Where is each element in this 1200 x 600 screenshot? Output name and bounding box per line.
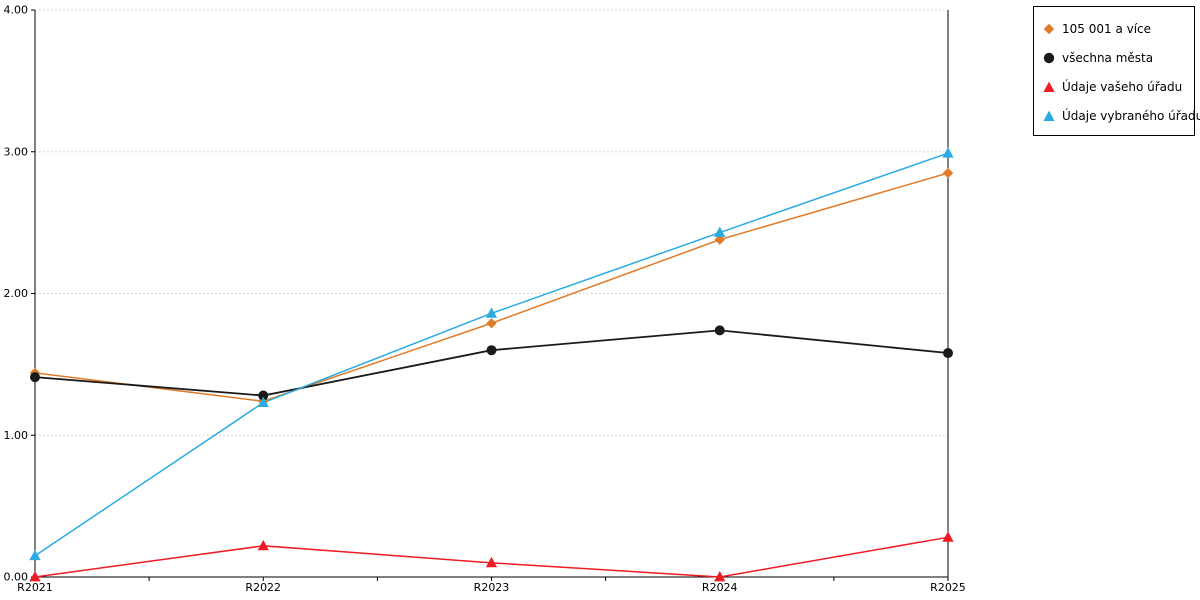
- data-point-triangle: [257, 539, 269, 551]
- data-point-triangle: [714, 571, 726, 582]
- legend-item-udaje-vybraneho-uradu: Údaje vybraného úřadu: [1043, 101, 1200, 130]
- legend-label: 105 001 a více: [1062, 21, 1152, 36]
- data-point-circle: [943, 348, 953, 359]
- data-point-diamond: [942, 167, 954, 179]
- data-point-diamond: [486, 318, 497, 329]
- legend-label: Údaje vašeho úřadu: [1062, 79, 1183, 94]
- data-point-circle: [714, 325, 725, 336]
- x-tick-label: R2023: [474, 581, 510, 594]
- series-line: [34, 329, 949, 397]
- y-tick-label: 1.00: [4, 429, 29, 442]
- series-line: [34, 172, 949, 402]
- data-point-triangle: [942, 147, 954, 158]
- data-point-diamond: [714, 234, 725, 245]
- legend-item-105001: 105 001 a více: [1043, 14, 1190, 43]
- data-point-triangle: [942, 531, 954, 542]
- x-tick-label: R2022: [245, 581, 281, 594]
- y-tick-label: 3.00: [4, 145, 29, 158]
- data-point-triangle: [485, 307, 498, 318]
- x-tick-label: R2021: [17, 581, 53, 594]
- data-point-circle: [30, 372, 40, 383]
- diamond-icon: [1043, 23, 1055, 34]
- y-tick-label: 0.00: [4, 571, 29, 584]
- data-point-circle: [486, 345, 497, 356]
- chart-legend: 105 001 a více všechna města Údaje vašeh…: [1033, 6, 1200, 136]
- data-point-triangle: [29, 549, 41, 561]
- x-tick-label: R2024: [702, 581, 738, 594]
- triangle-icon: [1043, 81, 1055, 92]
- data-point-triangle: [257, 396, 269, 408]
- legend-label: Údaje vybraného úřadu: [1062, 108, 1200, 123]
- data-point-triangle: [485, 556, 498, 568]
- legend-item-vsechna-mesta: všechna města: [1043, 43, 1190, 72]
- circle-icon: [1043, 52, 1055, 63]
- triangle-icon: [1043, 110, 1055, 121]
- data-point-circle: [258, 390, 269, 401]
- data-point-triangle: [714, 226, 726, 237]
- data-point-triangle: [29, 571, 41, 582]
- y-tick-label: 2.00: [4, 287, 29, 300]
- y-tick-label: 4.00: [4, 4, 29, 17]
- x-tick-label: R2025: [930, 581, 966, 594]
- legend-label: všechna města: [1062, 50, 1154, 65]
- legend-item-udaje-vaseho-uradu: Údaje vašeho úřadu: [1043, 72, 1190, 101]
